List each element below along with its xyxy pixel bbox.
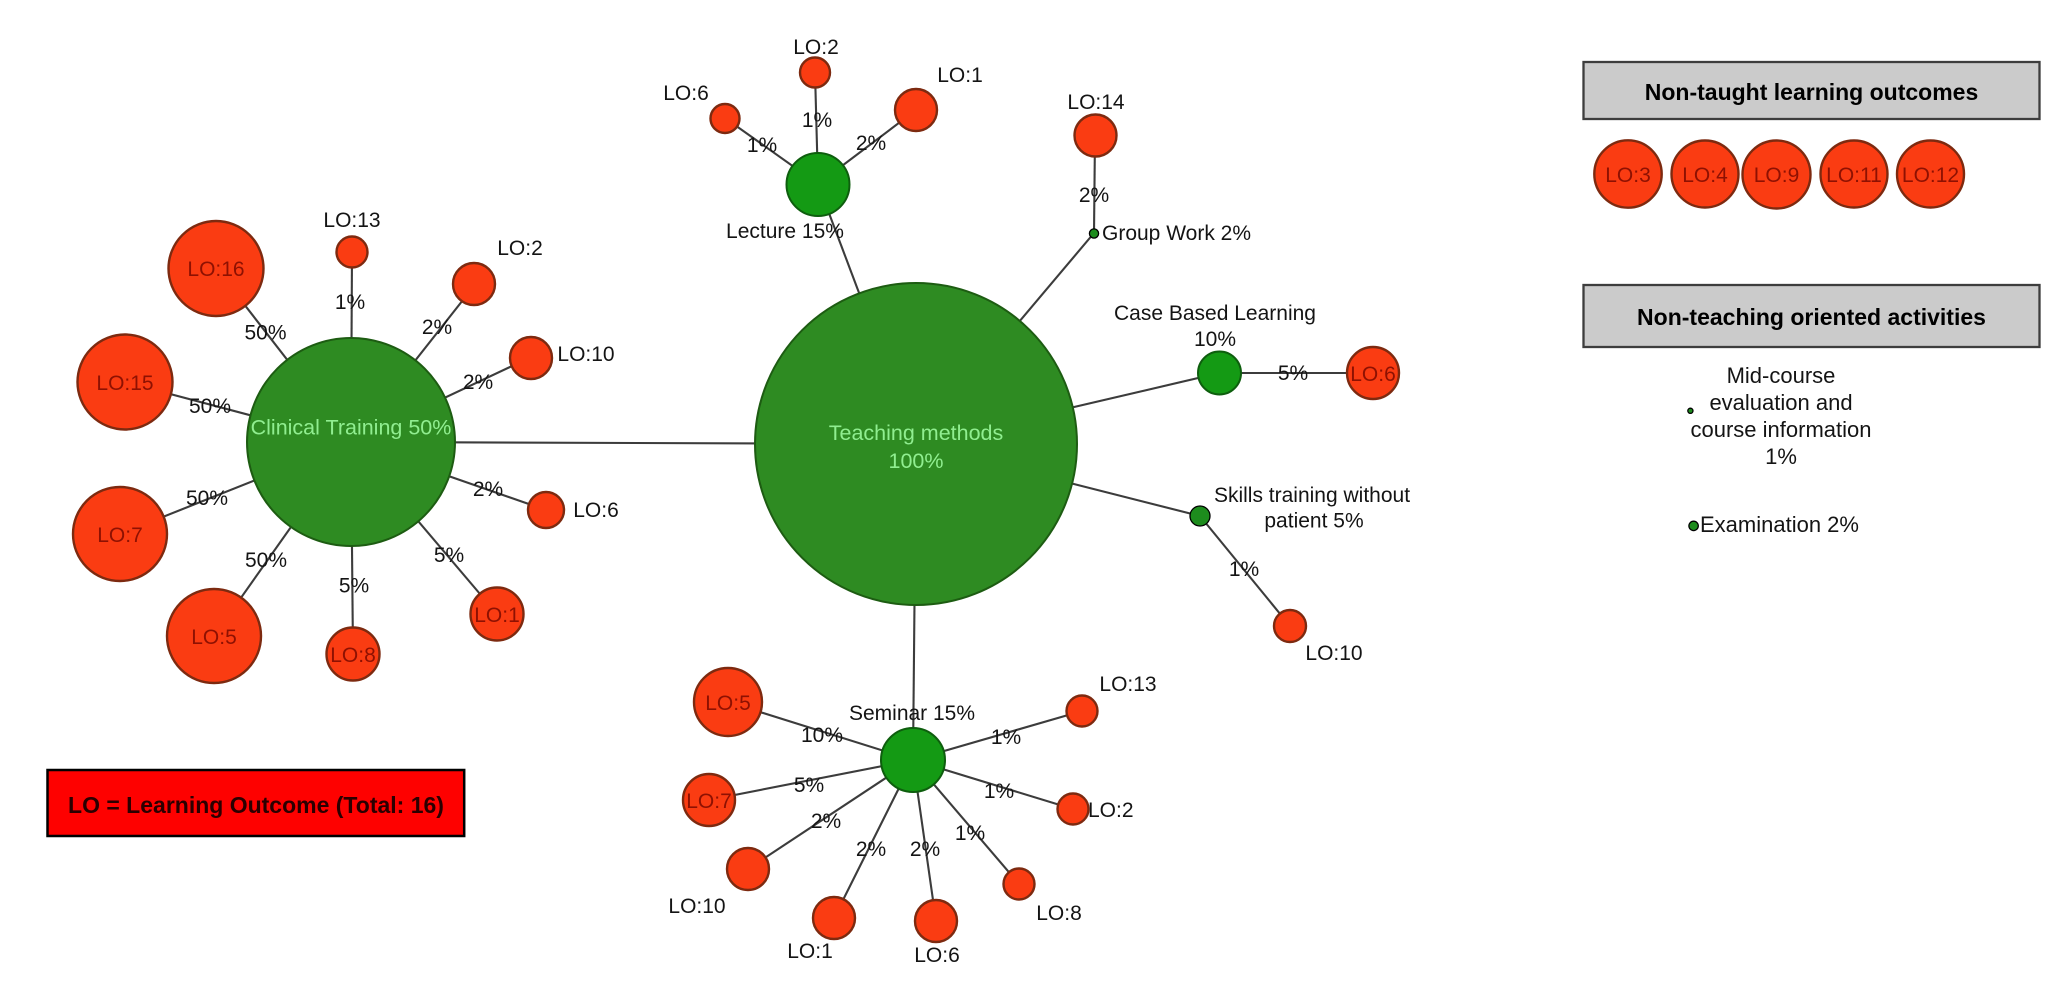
svg-text:LO = Learning Outcome (Total:: LO = Learning Outcome (Total: 16) bbox=[68, 792, 444, 818]
svg-text:50%: 50% bbox=[186, 487, 228, 510]
svg-text:10%: 10% bbox=[1194, 328, 1236, 351]
svg-text:1%: 1% bbox=[335, 291, 365, 314]
svg-text:LO:10: LO:10 bbox=[668, 895, 725, 918]
svg-text:2%: 2% bbox=[811, 810, 841, 833]
svg-text:LO:2: LO:2 bbox=[793, 36, 839, 59]
svg-text:Teaching methods: Teaching methods bbox=[829, 421, 1004, 445]
svg-text:5%: 5% bbox=[434, 544, 464, 567]
svg-text:1%: 1% bbox=[955, 822, 985, 845]
svg-text:LO:13: LO:13 bbox=[1099, 673, 1156, 696]
svg-text:Seminar 15%: Seminar 15% bbox=[849, 702, 975, 725]
svg-text:LO:16: LO:16 bbox=[187, 258, 244, 281]
svg-text:Non-teaching oriented activiti: Non-teaching oriented activities bbox=[1637, 304, 1986, 330]
svg-text:1%: 1% bbox=[984, 780, 1014, 803]
svg-text:Lecture 15%: Lecture 15% bbox=[726, 220, 844, 243]
svg-text:2%: 2% bbox=[856, 838, 886, 861]
svg-text:LO:6: LO:6 bbox=[573, 499, 619, 522]
svg-text:2%: 2% bbox=[1079, 184, 1109, 207]
svg-text:1%: 1% bbox=[1229, 558, 1259, 581]
svg-text:100%: 100% bbox=[889, 449, 944, 473]
svg-text:50%: 50% bbox=[244, 321, 286, 344]
svg-text:50%: 50% bbox=[189, 395, 231, 418]
svg-text:LO:2: LO:2 bbox=[497, 237, 543, 260]
svg-text:LO:5: LO:5 bbox=[705, 692, 751, 715]
svg-text:2%: 2% bbox=[856, 132, 886, 155]
svg-text:LO:11: LO:11 bbox=[1826, 164, 1882, 187]
svg-text:2%: 2% bbox=[473, 478, 503, 501]
svg-text:5%: 5% bbox=[794, 774, 824, 797]
svg-text:LO:5: LO:5 bbox=[191, 626, 237, 649]
svg-text:LO:8: LO:8 bbox=[330, 644, 376, 667]
svg-text:5%: 5% bbox=[1278, 362, 1308, 385]
svg-text:2%: 2% bbox=[463, 371, 493, 394]
svg-text:LO:10: LO:10 bbox=[557, 343, 614, 366]
svg-text:2%: 2% bbox=[422, 316, 452, 339]
svg-text:50%: 50% bbox=[245, 549, 287, 572]
svg-text:1%: 1% bbox=[802, 109, 832, 132]
svg-text:Mid-course: Mid-course bbox=[1727, 363, 1836, 388]
svg-text:LO:1: LO:1 bbox=[937, 64, 983, 87]
svg-text:Non-taught learning outcomes: Non-taught learning outcomes bbox=[1645, 79, 1979, 105]
svg-text:LO:6: LO:6 bbox=[914, 944, 960, 967]
svg-text:LO:15: LO:15 bbox=[96, 372, 153, 395]
svg-text:LO:6: LO:6 bbox=[663, 82, 709, 105]
svg-text:1%: 1% bbox=[991, 726, 1021, 749]
svg-text:LO:4: LO:4 bbox=[1682, 164, 1728, 187]
svg-text:LO:9: LO:9 bbox=[1754, 164, 1800, 187]
svg-text:5%: 5% bbox=[339, 575, 369, 598]
svg-text:LO:8: LO:8 bbox=[1036, 902, 1082, 925]
svg-text:Skills training without: Skills training without bbox=[1214, 484, 1410, 507]
svg-text:Group Work 2%: Group Work 2% bbox=[1102, 222, 1251, 245]
svg-text:LO:14: LO:14 bbox=[1067, 91, 1125, 114]
svg-text:1%: 1% bbox=[747, 134, 777, 157]
svg-text:LO:12: LO:12 bbox=[1902, 164, 1959, 187]
svg-text:LO:1: LO:1 bbox=[474, 604, 520, 627]
svg-text:2%: 2% bbox=[910, 838, 940, 861]
svg-text:patient 5%: patient 5% bbox=[1264, 510, 1363, 533]
svg-text:Clinical Training 50%: Clinical Training 50% bbox=[251, 416, 452, 440]
svg-text:LO:10: LO:10 bbox=[1305, 642, 1362, 665]
svg-text:LO:13: LO:13 bbox=[323, 209, 380, 232]
svg-text:LO:7: LO:7 bbox=[97, 524, 143, 547]
svg-text:LO:2: LO:2 bbox=[1088, 799, 1134, 822]
svg-text:10%: 10% bbox=[801, 724, 843, 747]
svg-text:LO:6: LO:6 bbox=[1350, 363, 1396, 386]
svg-text:LO:7: LO:7 bbox=[686, 790, 732, 813]
svg-text:LO:1: LO:1 bbox=[787, 940, 833, 963]
svg-text:course information: course information bbox=[1691, 417, 1872, 442]
svg-text:1%: 1% bbox=[1765, 444, 1797, 469]
svg-text:evaluation and: evaluation and bbox=[1709, 390, 1852, 415]
svg-text:Examination 2%: Examination 2% bbox=[1700, 512, 1859, 537]
svg-text:Case Based Learning: Case Based Learning bbox=[1114, 302, 1316, 325]
svg-text:LO:3: LO:3 bbox=[1605, 164, 1651, 187]
